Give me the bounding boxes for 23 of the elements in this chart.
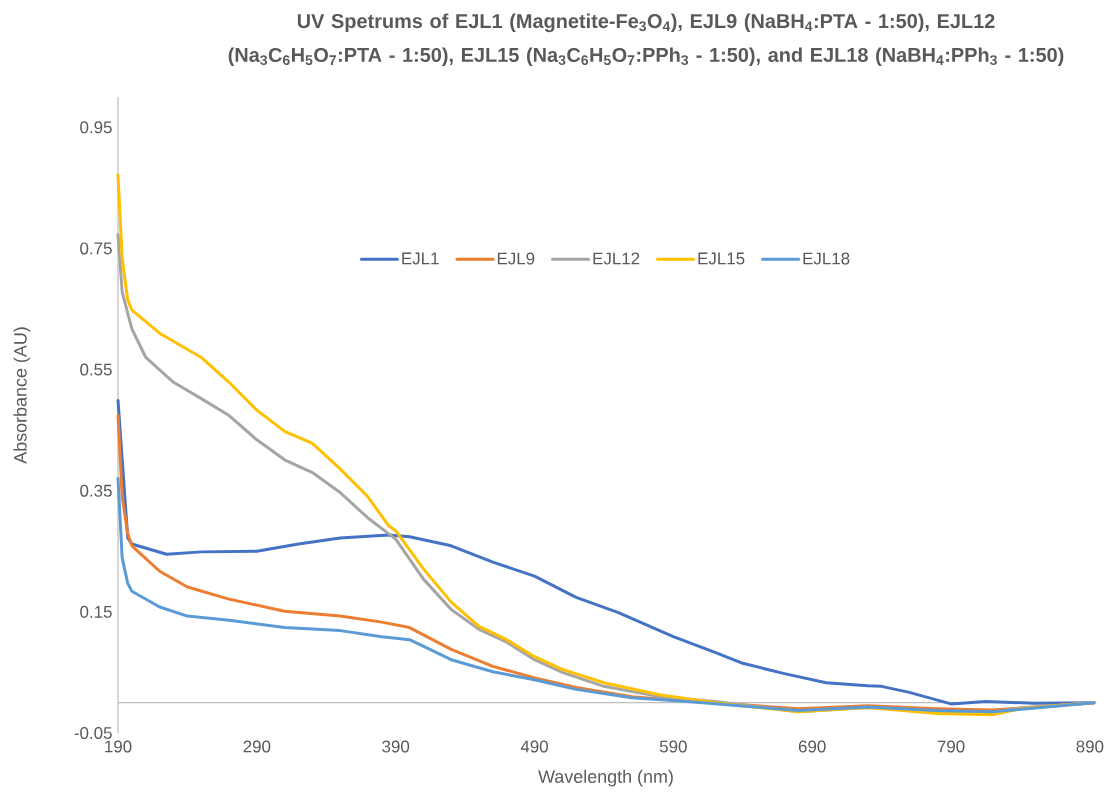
legend-label: EJL9 — [497, 252, 535, 265]
y-axis-title: Absorbance (AU) — [13, 327, 31, 464]
x-tick-label: 590 — [659, 740, 687, 753]
y-tick-label: 0.95 — [80, 121, 112, 134]
chart-title: UV Spetrums of EJL1 (Magnetite-Fe$_{3}$O$_{4}$), EJL9 (NaBH$_{4}$:PTA - 1:50), EJL12 (Na$_{3}$C$_{6}$H$_{5}$O$_{7}$:PTA - 1:50), EJL15 (Na$_{3}$C$_{6}$H$_{5}$O$_{7}$:PPh$_{3}$ - 1:50), and EJL18 (NaBH$_{4}$:PPh$_{3}$ - 1:50) — [228, 13, 1064, 66]
y-tick-label: 0.55 — [80, 363, 112, 376]
x-tick-label: 890 — [1076, 740, 1104, 753]
y-tick-label: 0.15 — [80, 605, 112, 618]
x-tick-label: 490 — [520, 740, 548, 753]
legend-label: EJL1 — [402, 252, 439, 265]
x-tick-label: 390 — [382, 740, 410, 753]
y-tick-label: 0.35 — [80, 484, 112, 497]
x-tick-label: 690 — [798, 740, 826, 753]
x-axis-title: Wavelength (nm) — [538, 769, 673, 787]
legend-label: EJL18 — [803, 252, 850, 265]
legend-label: EJL15 — [698, 252, 745, 265]
line-series — [116, 477, 1096, 714]
y-tick-label: -0.05 — [74, 726, 112, 739]
x-tick-label: 790 — [937, 740, 965, 753]
y-tick-label: 0.75 — [80, 242, 112, 255]
x-tick-label: 290 — [243, 740, 271, 753]
legend-label: EJL12 — [593, 252, 640, 265]
x-tick-label: 190 — [105, 740, 132, 753]
